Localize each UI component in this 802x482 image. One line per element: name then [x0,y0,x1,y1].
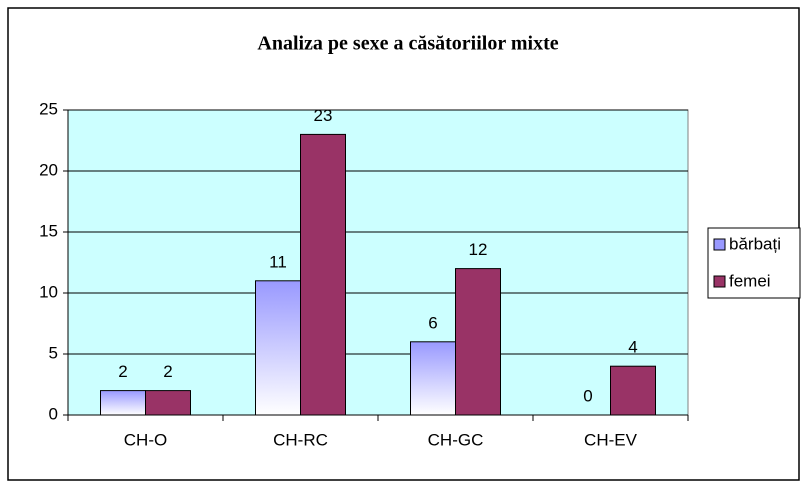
data-label: 12 [469,240,488,259]
y-tick-label: 15 [39,221,58,240]
legend-label: femei [729,271,771,290]
bar [610,365,656,416]
bar [100,390,146,416]
y-tick-label: 5 [49,343,58,362]
data-label: 4 [628,338,637,357]
x-tick-label: CH-EV [584,430,638,449]
chart-title: Analiza pe sexe a căsătoriilor mixte [257,33,558,55]
y-tick-label: 25 [39,99,58,118]
data-label: 11 [269,252,287,271]
bar [455,268,501,416]
legend-label: bărbați [729,234,781,253]
data-label: 2 [118,362,127,381]
data-label: 23 [314,106,333,125]
x-tick-label: CH-O [124,430,167,449]
bar [410,341,456,416]
bar [145,390,191,416]
y-tick-label: 20 [39,160,58,179]
y-tick-label: 0 [49,404,58,423]
legend-swatch [713,275,726,288]
plot-area [67,109,689,416]
x-tick-label: CH-RC [273,430,328,449]
bar [255,280,301,416]
legend-swatch [713,238,726,251]
bar [300,133,346,416]
data-label: 2 [163,362,172,381]
data-label: 6 [428,313,437,332]
x-tick-label: CH-GC [428,430,484,449]
data-label: 0 [583,386,592,405]
y-tick-label: 10 [39,282,58,301]
